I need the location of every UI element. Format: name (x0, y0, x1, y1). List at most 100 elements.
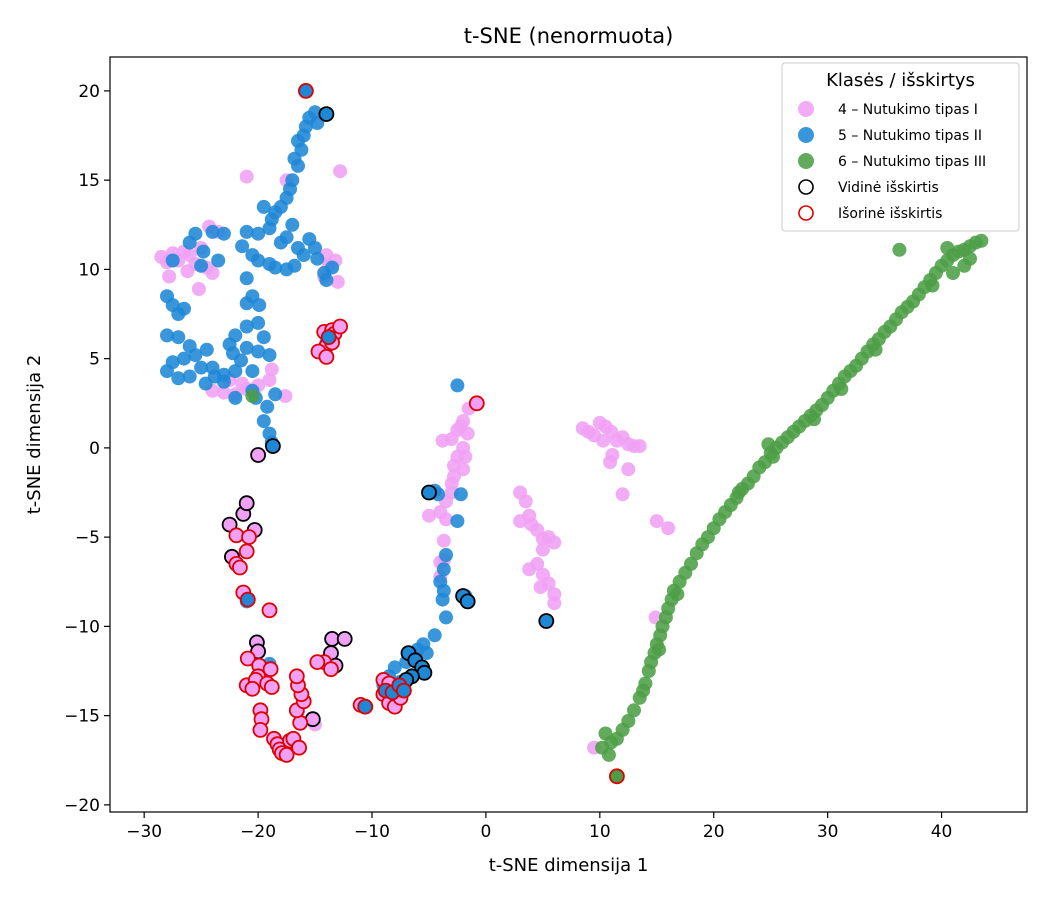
legend-entry: 5 – Nutukimo tipas II (798, 127, 982, 144)
data-point (547, 596, 562, 611)
outer-outlier-point (239, 591, 256, 608)
legend-entry: Vidinė išskirtis (798, 179, 939, 196)
inner-outlier-point (336, 631, 353, 647)
y-axis: −20 −15 −10 −5 0 5 10 15 20 (64, 82, 110, 816)
legend-marker (798, 153, 814, 169)
data-point (834, 382, 849, 396)
data-point (649, 514, 664, 529)
data-point (319, 273, 334, 288)
y-tick-label: 10 (78, 260, 100, 280)
legend-label: 5 – Nutukimo tipas II (838, 128, 982, 144)
data-point (433, 505, 448, 520)
series-3 (245, 233, 989, 784)
inner-outlier-point (318, 106, 335, 122)
data-point (239, 271, 254, 286)
legend-label: Vidinė išskirtis (838, 180, 939, 196)
legend-marker (798, 205, 814, 221)
data-point (199, 342, 214, 357)
data-point (279, 230, 294, 245)
outer-outliers (228, 83, 625, 785)
y-tick-label: 5 (89, 350, 100, 370)
x-tick-label: −30 (126, 822, 162, 842)
data-point (308, 241, 322, 255)
legend-entry: Išorinė išskirtis (798, 205, 942, 222)
data-point (251, 253, 266, 268)
data-point (533, 580, 548, 595)
data-point (535, 542, 550, 557)
data-point (596, 433, 611, 448)
legend-marker (798, 127, 814, 143)
data-point (925, 278, 940, 293)
outer-outlier-point (357, 698, 374, 715)
series-1 (154, 164, 676, 755)
outer-outlier-point (291, 739, 308, 756)
outer-outlier-point (297, 83, 314, 99)
y-tick-label: −20 (64, 796, 100, 816)
y-tick-label: 15 (78, 171, 100, 191)
data-point (684, 556, 698, 571)
data-point (182, 369, 197, 384)
data-point (766, 449, 780, 464)
y-axis-title: t-SNE dimensija 2 (24, 355, 45, 515)
data-point (162, 269, 177, 284)
data-point (621, 462, 636, 477)
outer-outlier-point (261, 602, 278, 619)
inner-outlier-point (459, 593, 476, 610)
data-layer (154, 83, 989, 785)
data-point (262, 373, 277, 388)
data-point (256, 414, 271, 429)
outer-outlier-point (288, 668, 305, 685)
data-point (216, 226, 231, 241)
data-point (177, 351, 191, 366)
data-point (171, 371, 186, 386)
outer-outlier-point (252, 722, 269, 738)
data-point (207, 369, 222, 384)
x-axis-title: t-SNE dimensija 1 (489, 855, 649, 876)
outer-outlier-point (323, 661, 339, 678)
outer-outlier-point (228, 527, 245, 544)
data-point (450, 378, 465, 393)
outer-outlier-point (278, 747, 295, 763)
data-point (296, 248, 311, 263)
data-point (235, 376, 250, 391)
data-point (435, 592, 450, 607)
data-point (262, 221, 277, 236)
data-point (171, 330, 186, 345)
data-point (333, 164, 348, 179)
data-point (211, 253, 226, 268)
outer-outlier-point (318, 348, 335, 365)
x-tick-label: −20 (240, 822, 276, 842)
data-point (621, 714, 636, 728)
data-point (228, 364, 243, 379)
data-point (165, 253, 180, 268)
data-point (235, 239, 250, 254)
legend: Klasės / išskirtys 4 – Nutukimo tipas I 5… (781, 62, 1020, 232)
data-point (180, 264, 195, 279)
x-tick-label: −10 (354, 822, 390, 842)
inner-outlier-point (264, 438, 281, 455)
x-tick-label: 30 (817, 822, 839, 842)
legend-title: Klasės / išskirtys (826, 70, 975, 91)
outer-outlier-point (395, 682, 412, 699)
data-point (308, 105, 322, 120)
chart-title: t-SNE (nenormuota) (464, 24, 674, 48)
data-point (731, 485, 746, 500)
data-point (268, 260, 283, 275)
data-point (513, 514, 528, 529)
legend-label: Išorinė išskirtis (838, 206, 942, 222)
data-point (239, 169, 254, 184)
data-point (456, 462, 471, 477)
data-point (205, 266, 220, 280)
data-point (632, 439, 647, 454)
data-point (191, 282, 206, 296)
data-point (279, 262, 294, 277)
y-tick-label: 20 (78, 82, 100, 102)
data-point (260, 399, 275, 414)
data-point (310, 251, 325, 266)
data-point (458, 449, 473, 464)
data-point (256, 199, 271, 214)
data-point (435, 433, 450, 448)
legend-entry: 4 – Nutukimo tipas I (798, 101, 978, 118)
data-point (940, 241, 955, 255)
data-point (160, 328, 174, 343)
